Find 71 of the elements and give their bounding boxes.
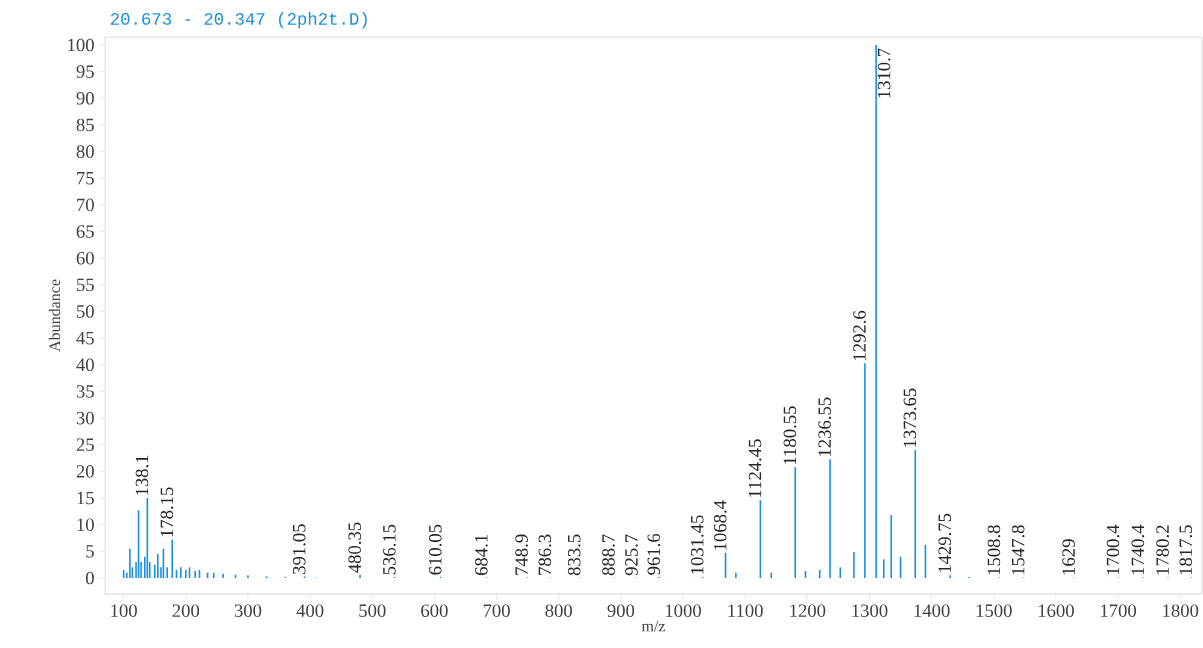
annotation: 748.9 [515, 534, 528, 575]
annotation: 480.35 [348, 522, 362, 573]
y-tick-label: 60 [76, 251, 94, 265]
y-tick-label: 40 [76, 358, 94, 372]
x-tick-label: 100 [111, 604, 137, 617]
y-tick-label: 30 [76, 411, 94, 425]
x-tick-label: 1800 [1163, 604, 1199, 617]
y-tick-label: 0 [85, 571, 94, 585]
annotation: 610.05 [428, 524, 442, 575]
y-tick-label: 100 [68, 38, 94, 52]
x-tick-label: 300 [234, 604, 262, 617]
x-tick-label: 1400 [914, 604, 950, 617]
annotation: 1124.45 [748, 439, 762, 497]
x-tick-label: 500 [359, 604, 386, 617]
annotation: 1429.75 [938, 513, 952, 573]
x-tick-label: 1200 [790, 604, 826, 617]
y-tick-label: 25 [76, 438, 94, 452]
annotation: 961.6 [647, 533, 661, 575]
y-tick-label: 10 [77, 518, 94, 531]
annotation: 391.05 [292, 524, 306, 574]
annotation: 833.5 [567, 534, 581, 576]
y-tick-label: 85 [76, 118, 94, 132]
x-tick-label: 1300 [852, 604, 888, 617]
annotation: 1629 [1062, 539, 1075, 575]
annotation: 786.3 [538, 534, 552, 575]
annotation: 925.7 [625, 534, 638, 576]
y-tick-label: 80 [76, 145, 94, 158]
x-tick-label: 800 [545, 604, 572, 617]
annotation: 1780.2 [1156, 525, 1169, 575]
y-tick-label: 15 [77, 491, 94, 505]
x-tick-label: 1700 [1101, 604, 1137, 617]
y-tick-label: 50 [77, 305, 94, 318]
annotation: 1310.7 [877, 48, 891, 98]
x-tick-label: 1000 [665, 604, 701, 617]
y-tick-label: 95 [76, 65, 94, 78]
y-tick-label: 20 [76, 465, 94, 478]
y-tick-label: 90 [76, 91, 94, 105]
y-tick-label: 55 [77, 278, 94, 292]
chart-title: 20.673 - 20.347 (2ph2t.D) [110, 12, 367, 29]
annotation: 1700.4 [1106, 524, 1120, 575]
x-tick-label: 200 [172, 604, 200, 617]
annotation: 1236.55 [818, 397, 832, 456]
x-tick-label: 1100 [728, 604, 763, 617]
annotation: 1031.45 [690, 515, 704, 574]
annotation: 1817.5 [1179, 525, 1193, 575]
y-axis-title: Abundance [48, 279, 61, 352]
annotation: 1068.4 [713, 500, 727, 550]
annotation: 684.1 [475, 534, 488, 576]
x-tick-label: 700 [483, 604, 510, 617]
x-tick-label: 600 [421, 604, 448, 617]
annotation: 888.7 [602, 534, 615, 576]
annotation: 1292.6 [853, 310, 866, 360]
annotation: 536.15 [383, 524, 396, 575]
annotation: 1740.4 [1131, 524, 1145, 575]
annotation: 1547.8 [1011, 525, 1025, 575]
annotation: 1180.55 [783, 406, 797, 464]
y-tick-label: 5 [86, 545, 94, 558]
y-tick-label: 35 [76, 385, 94, 398]
y-tick-label: 65 [76, 225, 94, 238]
y-tick-label: 70 [77, 198, 94, 212]
x-tick-label: 900 [607, 604, 635, 617]
annotation: 1508.8 [987, 525, 1001, 575]
y-tick-label: 75 [77, 172, 94, 185]
annotation: 138.1 [135, 455, 149, 495]
x-tick-label: 1500 [976, 604, 1012, 617]
x-axis-title: m/z [641, 620, 666, 632]
x-tick-label: 1600 [1038, 604, 1074, 617]
annotation: 178.15 [160, 487, 174, 537]
x-tick-label: 400 [296, 604, 324, 617]
y-tick-label: 45 [76, 331, 94, 345]
annotation: 1373.65 [903, 388, 917, 447]
